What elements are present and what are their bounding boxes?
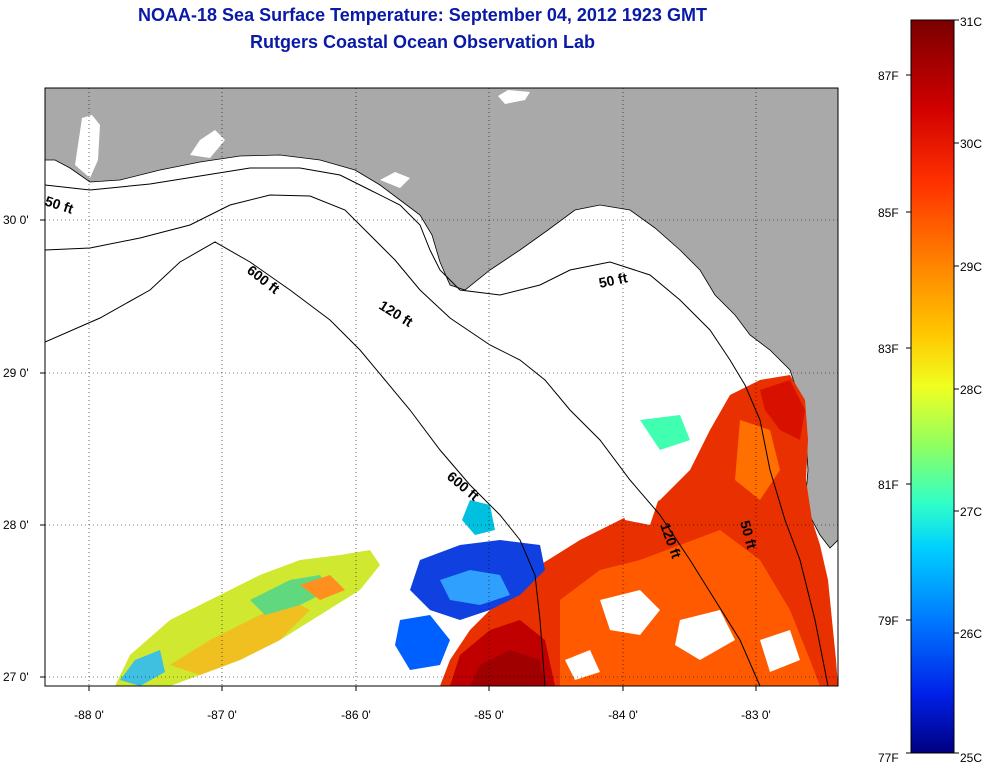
map-frame (44, 87, 839, 687)
bathymetry-contours (45, 167, 829, 686)
lon-tick-label: -83 0' (741, 708, 771, 722)
colorbar-ticks (906, 19, 959, 754)
colorbar-fahrenheit-label: 87F (878, 69, 899, 83)
colorbar-fahrenheit-label: 77F (878, 751, 899, 765)
colorbar-celsius-label: 30C (960, 137, 982, 151)
colorbar-celsius-label: 27C (960, 505, 982, 519)
bay (190, 130, 225, 158)
lat-tick-label: 29 0' (3, 366, 29, 380)
land-mass (45, 88, 838, 549)
colorbar-celsius-label: 26C (960, 627, 982, 641)
colorbar-fahrenheit-label: 83F (878, 342, 899, 356)
lat-tick-label: 27 0' (3, 670, 29, 684)
contour-120ft (45, 194, 761, 686)
map-title: NOAA-18 Sea Surface Temperature: Septemb… (138, 5, 707, 25)
colorbar-celsius-label: 29C (960, 260, 982, 274)
tick-marks (40, 219, 757, 691)
lon-tick-label: -87 0' (207, 708, 237, 722)
colorbar (910, 19, 955, 754)
lon-tick-label: -86 0' (341, 708, 371, 722)
contour-50ft-west (45, 167, 829, 686)
colorbar-celsius-label: 31C (960, 15, 982, 29)
colorbar-celsius-label: 25C (960, 751, 982, 765)
lon-tick-label: -88 0' (74, 708, 104, 722)
bay (380, 172, 410, 188)
lat-tick-label: 30 0' (3, 213, 29, 227)
contour-label: 50 ft (737, 519, 760, 551)
colorbar-fahrenheit-label: 81F (878, 478, 899, 492)
lon-tick-label: -85 0' (474, 708, 504, 722)
bay (498, 90, 530, 104)
sst-data (115, 375, 838, 686)
colorbar-celsius-label: 28C (960, 383, 982, 397)
graticule (45, 88, 838, 686)
colorbar-fahrenheit-label: 85F (878, 206, 899, 220)
contour-600ft (45, 241, 546, 686)
colorbar-fahrenheit-label: 79F (878, 614, 899, 628)
lon-tick-label: -84 0' (608, 708, 638, 722)
lat-tick-label: 28 0' (3, 518, 29, 532)
contour-label: 50 ft (597, 269, 629, 291)
bay (75, 115, 100, 178)
map-subtitle: Rutgers Coastal Ocean Observation Lab (249, 32, 596, 52)
